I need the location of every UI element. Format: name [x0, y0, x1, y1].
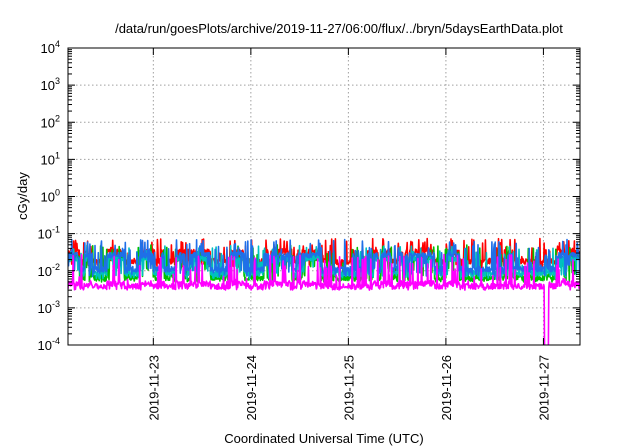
y-tick-label: 104	[41, 39, 60, 56]
x-tick-label: 2019-11-25	[341, 355, 356, 421]
x-tick-label: 2019-11-24	[244, 355, 259, 421]
x-tick-labels: 2019-11-23 2019-11-24 2019-11-25 2019-11-26…	[146, 355, 551, 421]
grid	[68, 48, 580, 345]
y-tick-label: 10-2	[38, 262, 60, 279]
y-axis-label: cGy/day	[15, 172, 30, 220]
x-tick-label: 2019-11-27	[536, 355, 551, 421]
series-layer	[68, 237, 580, 345]
y-tick-label: 10-1	[38, 225, 60, 242]
y-tick-label: 10-4	[38, 336, 60, 353]
series-line	[68, 253, 580, 345]
x-tick-label: 2019-11-26	[439, 355, 454, 421]
x-axis-label: Coordinated Universal Time (UTC)	[224, 431, 423, 446]
x-tick-label: 2019-11-23	[146, 355, 161, 421]
y-tick-label: 103	[41, 76, 60, 93]
y-tick-label: 100	[41, 188, 60, 205]
chart-title: /data/run/goesPlots/archive/2019-11-27/0…	[115, 21, 563, 36]
y-tick-label: 102	[41, 113, 60, 130]
y-tick-label: 101	[41, 150, 60, 167]
axis-ticks	[68, 47, 580, 346]
y-tick-labels: 10-4 10-3 10-2 10-1 100 101 102 103 104	[38, 39, 60, 353]
y-tick-label: 10-3	[38, 299, 60, 316]
